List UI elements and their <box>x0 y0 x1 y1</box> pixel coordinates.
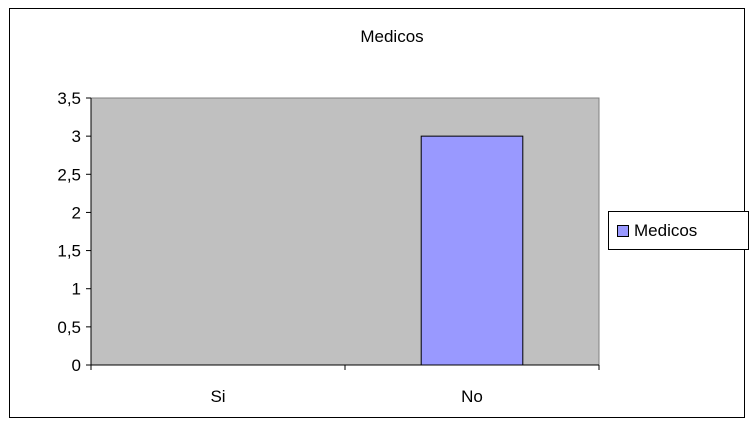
y-tick-label: 2,5 <box>57 165 81 184</box>
legend-label: Medicos <box>634 220 698 240</box>
y-tick-label: 0 <box>72 356 81 375</box>
x-tick-label: Si <box>210 387 225 406</box>
y-tick-label: 2 <box>72 203 81 222</box>
x-tick-label: No <box>461 387 483 406</box>
chart-title: Medicos <box>360 27 423 46</box>
legend-swatch <box>617 224 629 237</box>
bar-no <box>420 135 524 366</box>
y-tick-label: 3 <box>72 127 81 146</box>
legend: Medicos <box>608 211 749 250</box>
y-tick-label: 3,5 <box>57 89 81 108</box>
y-tick-label: 0,5 <box>57 318 81 337</box>
y-tick-label: 1,5 <box>57 242 81 261</box>
y-tick-label: 1 <box>72 280 81 299</box>
